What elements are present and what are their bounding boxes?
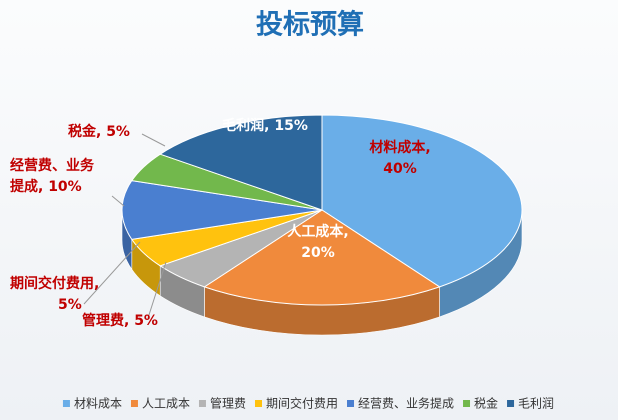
legend-label: 税金: [474, 396, 498, 411]
legend-swatch: [347, 400, 355, 407]
legend-swatch: [254, 400, 262, 407]
legend-label: 人工成本: [142, 397, 190, 411]
data-label: 提成, 10%: [10, 178, 82, 195]
slice: [321, 114, 523, 288]
legend-swatch: [198, 400, 206, 407]
leader-line: [111, 195, 125, 207]
legend-label: 毛利润: [518, 397, 554, 411]
data-label: 管理费, 5%: [82, 312, 158, 329]
slice: [203, 209, 441, 306]
data-label: 材料成本,: [369, 139, 430, 156]
data-label: 20%: [301, 245, 335, 261]
legend-swatch: [507, 400, 515, 407]
data-label: 人工成本,: [287, 223, 348, 240]
data-label: 40%: [383, 161, 417, 177]
data-label: 5%: [58, 297, 82, 313]
legend-label: 期间交付费用: [266, 396, 338, 411]
slice: [159, 114, 323, 211]
legend-label: 管理费: [210, 396, 246, 411]
data-label: 毛利润, 15%: [222, 117, 308, 134]
legend-label: 材料成本: [74, 397, 122, 411]
data-label: 经营费、业务: [10, 157, 95, 174]
leader-line: [141, 133, 166, 147]
leader-line: [83, 241, 141, 305]
legend-swatch: [463, 400, 471, 407]
data-label: 税金, 5%: [68, 123, 130, 140]
legend-swatch: [130, 400, 138, 407]
chart-title: 投标预算: [256, 9, 364, 41]
legend-label: 经营费、业务提成: [358, 396, 454, 411]
data-label: 期间交付费用,: [10, 275, 99, 292]
slice: [121, 180, 323, 240]
leader-line: [147, 261, 167, 319]
legend-swatch: [62, 400, 70, 407]
